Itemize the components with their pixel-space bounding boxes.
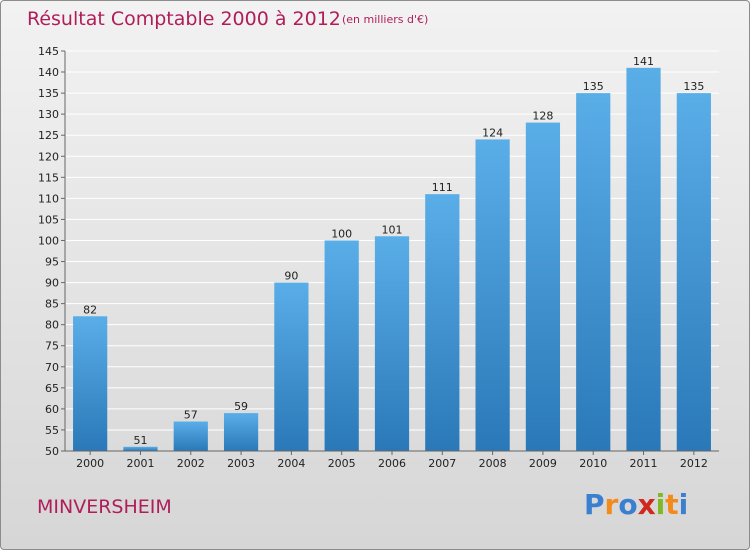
x-tick-label-2002: 2002 bbox=[177, 457, 205, 470]
x-tick-label-2006: 2006 bbox=[378, 457, 406, 470]
bar-2004 bbox=[274, 282, 309, 451]
data-label-2001: 51 bbox=[133, 434, 147, 447]
bar-2005 bbox=[324, 240, 359, 451]
bars: 82 51 57 59 90 100 101 111 124 128 135 141 135 bbox=[73, 55, 711, 452]
proxiti-logo: Proxiti bbox=[584, 488, 688, 521]
bar-2011 bbox=[626, 67, 661, 451]
bar-2000 bbox=[73, 316, 108, 451]
data-label-2003: 59 bbox=[234, 400, 248, 413]
bar-2006 bbox=[374, 236, 410, 451]
y-tick-label: 60 bbox=[45, 403, 59, 416]
y-tick-label: 125 bbox=[38, 129, 59, 142]
x-tick-label-2001: 2001 bbox=[126, 457, 154, 470]
x-tick-label-2011: 2011 bbox=[630, 457, 658, 470]
y-tick-label: 90 bbox=[45, 277, 59, 290]
logo-letter: o bbox=[618, 488, 638, 521]
data-label-2007: 111 bbox=[432, 181, 453, 194]
data-label-2000: 82 bbox=[83, 303, 97, 316]
x-tick-label-2003: 2003 bbox=[227, 457, 255, 470]
x-tick-label-2009: 2009 bbox=[529, 457, 557, 470]
y-tick-label: 130 bbox=[38, 108, 59, 121]
bar-2012 bbox=[676, 93, 711, 452]
bar-2007 bbox=[425, 194, 460, 451]
y-tick-label: 100 bbox=[38, 234, 59, 247]
x-tick-label-2010: 2010 bbox=[579, 457, 607, 470]
y-tick-label: 75 bbox=[45, 340, 59, 353]
bar-2010 bbox=[576, 93, 611, 452]
y-tick-label: 135 bbox=[38, 87, 59, 100]
bar-2008 bbox=[475, 139, 510, 451]
chart-subtitle: (en milliers d'€) bbox=[342, 13, 429, 26]
data-label-2009: 128 bbox=[532, 110, 553, 123]
logo-letter: t bbox=[665, 488, 679, 521]
logo-letter: x bbox=[637, 488, 656, 521]
y-tick-label: 105 bbox=[38, 213, 59, 226]
logo-letter: i bbox=[655, 488, 666, 521]
x-tick-label-2008: 2008 bbox=[479, 457, 507, 470]
bar-2009 bbox=[525, 122, 561, 451]
y-tick-label: 85 bbox=[45, 298, 59, 311]
x-tick-label-2005: 2005 bbox=[328, 457, 356, 470]
data-label-2002: 57 bbox=[184, 409, 198, 422]
y-axis: 50 55 60 65 70 75 80 85 90 95 100 105 110 115 120 125 13… bbox=[38, 45, 66, 458]
y-tick-label: 120 bbox=[38, 150, 59, 163]
bar-2003 bbox=[223, 413, 259, 451]
y-tick-label: 80 bbox=[45, 319, 59, 332]
y-tick-label: 70 bbox=[45, 361, 59, 374]
bar-2001 bbox=[123, 446, 158, 451]
y-tick-label: 110 bbox=[38, 192, 59, 205]
x-tick-label-2012: 2012 bbox=[680, 457, 708, 470]
y-tick-label: 115 bbox=[38, 171, 59, 184]
bar-2002 bbox=[173, 421, 208, 451]
x-tick-label-2007: 2007 bbox=[428, 457, 456, 470]
y-tick-label: 95 bbox=[45, 256, 59, 269]
data-label-2004: 90 bbox=[284, 270, 298, 283]
y-tick-label: 65 bbox=[45, 382, 59, 395]
data-label-2012: 135 bbox=[683, 80, 704, 93]
x-tick-label-2000: 2000 bbox=[76, 457, 104, 470]
x-axis: 2000 2001 2002 2003 2004 2005 2006 2007 2008 2009… bbox=[65, 450, 719, 470]
y-tick-label: 50 bbox=[45, 445, 59, 458]
x-tick-label-2004: 2004 bbox=[277, 457, 305, 470]
data-label-2006: 101 bbox=[382, 223, 403, 236]
data-label-2005: 100 bbox=[331, 227, 352, 240]
data-label-2011: 141 bbox=[633, 55, 654, 68]
chart-title: Résultat Comptable 2000 à 2012 bbox=[27, 8, 341, 30]
y-tick-label: 55 bbox=[45, 424, 59, 437]
data-label-2008: 124 bbox=[482, 126, 503, 139]
logo-letter: r bbox=[604, 488, 619, 521]
commune-name: MINVERSHEIM bbox=[37, 496, 172, 518]
y-tick-label: 145 bbox=[38, 45, 59, 58]
logo-letter: i bbox=[678, 488, 689, 521]
y-tick-label: 140 bbox=[38, 66, 59, 79]
data-label-2010: 135 bbox=[583, 80, 604, 93]
logo-letter: P bbox=[584, 488, 605, 521]
